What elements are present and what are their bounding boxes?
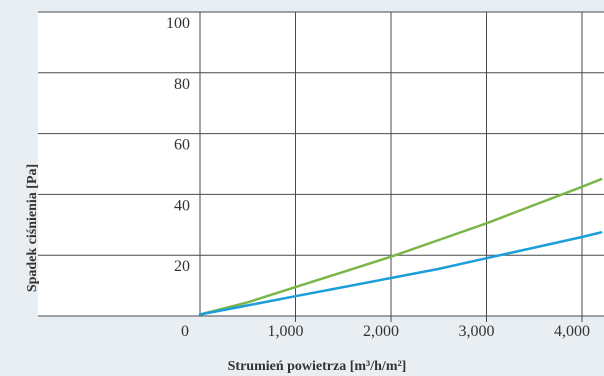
x-axis-title: Strumień powietrza [m³/h/m²]: [228, 359, 407, 374]
y-axis-title: Spadek ciśnienia [Pa]: [25, 164, 40, 292]
plot-area: [38, 12, 604, 316]
origin-tick-label: 0: [181, 323, 189, 340]
series-line-2: [198, 231, 603, 316]
x-tick-label: 2,000: [363, 323, 399, 340]
series-line-1: [198, 177, 603, 316]
x-tick-label: 1,000: [268, 323, 304, 340]
y-tick-label: 100: [166, 15, 190, 32]
x-tick-label: 4,000: [554, 323, 590, 340]
x-tick-label: 3,000: [459, 323, 495, 340]
y-tick-label: 40: [174, 197, 190, 214]
y-tick-label: 80: [174, 76, 190, 93]
series-group: [198, 177, 603, 316]
grid: [38, 11, 604, 322]
y-tick-label: 60: [174, 137, 190, 154]
y-tick-label: 20: [174, 258, 190, 275]
tick-labels: 20 40 60 80 100 1,000 2,000 3,000 4,000 0: [166, 15, 590, 340]
